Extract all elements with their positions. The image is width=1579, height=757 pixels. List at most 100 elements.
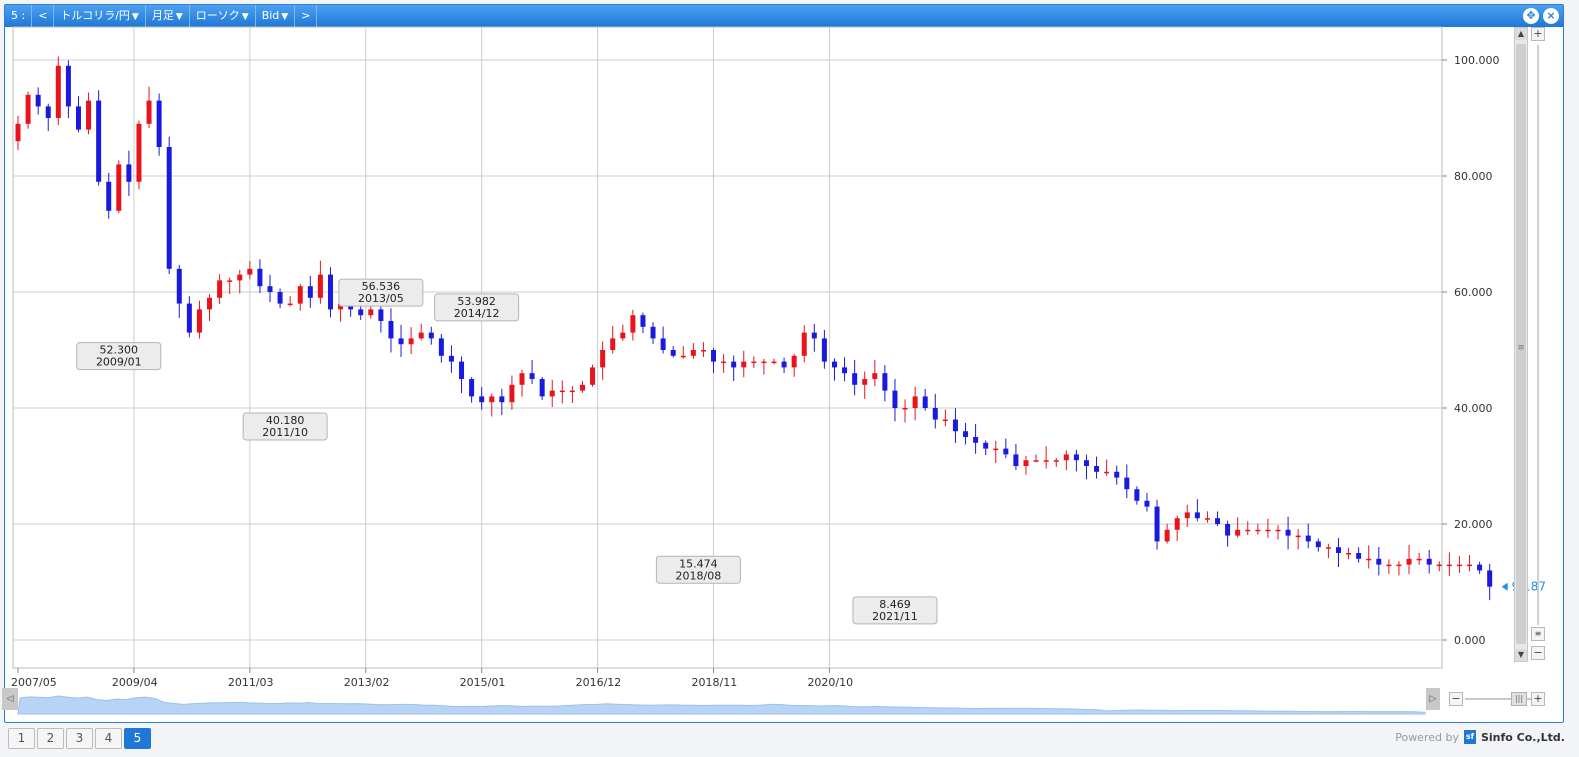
tab-5[interactable]: 5 <box>124 728 151 749</box>
candle-body <box>872 373 878 379</box>
candle-body <box>942 419 948 422</box>
y-tick-label: 60.000 <box>1454 286 1493 299</box>
candle-body <box>75 106 81 130</box>
candle-body <box>731 361 737 368</box>
candle-body <box>1376 558 1382 565</box>
next-button[interactable]: > <box>295 5 318 27</box>
candle-body <box>489 396 495 403</box>
candle-body <box>771 361 777 364</box>
candle-body <box>1174 518 1180 530</box>
candle-body <box>1356 553 1362 559</box>
candle-body <box>368 309 374 316</box>
annotation-box <box>242 412 328 441</box>
y-tick-label: 0.000 <box>1454 634 1486 647</box>
candle-body <box>1456 564 1462 567</box>
zoom-in-icon[interactable]: + <box>1531 692 1545 706</box>
candle-body <box>237 274 243 281</box>
chevron-down-icon: ▼ <box>131 12 139 22</box>
settings-icon[interactable]: ✥ <box>1523 8 1539 24</box>
candle-body <box>781 361 787 368</box>
candle-body <box>509 384 515 403</box>
last-price-marker-icon <box>1501 582 1508 591</box>
candle-body <box>1073 454 1079 461</box>
candle-body <box>1295 535 1301 538</box>
zoom-track[interactable] <box>1465 698 1531 700</box>
chart-toolbar: 5 : < トルコリラ/円 ▼ 月足 ▼ ローソク ▼ Bid ▼ > ✥ × <box>5 5 1563 27</box>
candle-body <box>963 431 969 437</box>
candle-body <box>1426 558 1432 565</box>
y-tick-label: 40.000 <box>1454 402 1493 415</box>
candle-body <box>1063 454 1069 461</box>
candle-body <box>307 286 313 298</box>
candle-body <box>186 303 192 333</box>
tab-3[interactable]: 3 <box>66 728 93 749</box>
tab-2[interactable]: 2 <box>37 728 64 749</box>
period-select[interactable]: 月足 ▼ <box>146 5 190 27</box>
annotation-date: 2013/05 <box>358 292 404 305</box>
candle-body <box>549 390 555 397</box>
candle-body <box>519 373 525 385</box>
candle-body <box>217 280 223 298</box>
candle-body <box>1184 512 1190 519</box>
zoom-handle[interactable]: ≡ <box>1531 627 1545 641</box>
vertical-scrollbar[interactable]: ▲ ≡ ▼ <box>1514 27 1528 662</box>
navigator-right-handle[interactable]: ▷ <box>1426 688 1440 710</box>
chart-style-select[interactable]: ローソク ▼ <box>190 5 256 27</box>
candle-body <box>55 65 61 118</box>
candle-body <box>1194 512 1200 519</box>
scroll-thumb[interactable] <box>1516 44 1526 644</box>
candle-body <box>388 321 394 339</box>
prev-button[interactable]: < <box>32 5 55 27</box>
candle-body <box>207 297 213 310</box>
price-type-label: Bid <box>261 9 280 22</box>
candle-body <box>428 332 434 339</box>
x-tick-label: 2018/11 <box>692 676 738 689</box>
candle-body <box>25 94 31 124</box>
price-type-select[interactable]: Bid ▼ <box>256 5 296 27</box>
candle-body <box>650 326 656 339</box>
scroll-up-icon[interactable]: ▲ <box>1515 28 1527 40</box>
axis-layer: 100.000 80.000 60.000 40.000 20.000 0.000 2007… <box>11 54 1500 689</box>
candle-body <box>277 292 283 304</box>
zoom-out-icon[interactable]: − <box>1449 692 1463 706</box>
candle-body <box>912 396 918 408</box>
navigator-left-handle[interactable]: ◁ <box>2 688 18 710</box>
candle-body <box>1204 518 1210 520</box>
candle-body <box>116 164 122 211</box>
zoom-out-icon[interactable]: − <box>1531 646 1545 660</box>
candle-body <box>136 123 142 182</box>
close-icon[interactable]: × <box>1543 8 1559 24</box>
scroll-down-icon[interactable]: ▼ <box>1515 649 1527 661</box>
candle-body <box>459 361 465 379</box>
annotation-date: 2014/12 <box>454 307 500 320</box>
candle-body <box>1315 541 1321 548</box>
candle-body <box>398 338 404 345</box>
candle-body <box>297 286 303 304</box>
brand-name: Sinfo Co.,Ltd. <box>1480 730 1565 744</box>
candle-body <box>973 437 979 443</box>
annotation-value: 40.180 <box>266 414 305 427</box>
candle-body <box>1446 564 1452 567</box>
tab-4[interactable]: 4 <box>95 728 122 749</box>
candle-body <box>227 280 233 282</box>
tab-1[interactable]: 1 <box>8 728 35 749</box>
zoom-track[interactable] <box>1537 45 1539 625</box>
candle-body <box>1467 564 1473 567</box>
candle-body <box>1225 524 1231 536</box>
candle-body <box>761 361 767 364</box>
candle-body <box>1335 547 1341 553</box>
candle-body <box>670 350 676 356</box>
candle-body <box>952 419 958 432</box>
x-tick-label: 2007/05 <box>11 676 57 689</box>
candle-body <box>15 123 21 142</box>
zoom-handle[interactable]: ||| <box>1511 692 1527 706</box>
candle-body <box>1154 506 1160 542</box>
zoom-in-icon[interactable]: + <box>1531 27 1545 41</box>
candle-body <box>791 355 797 368</box>
candle-body <box>600 350 606 368</box>
candle-body <box>378 309 384 321</box>
candle-body <box>680 355 686 358</box>
candle-body <box>932 408 938 420</box>
symbol-select[interactable]: トルコリラ/円 ▼ <box>54 5 146 27</box>
annotation-value: 52.300 <box>100 344 139 357</box>
